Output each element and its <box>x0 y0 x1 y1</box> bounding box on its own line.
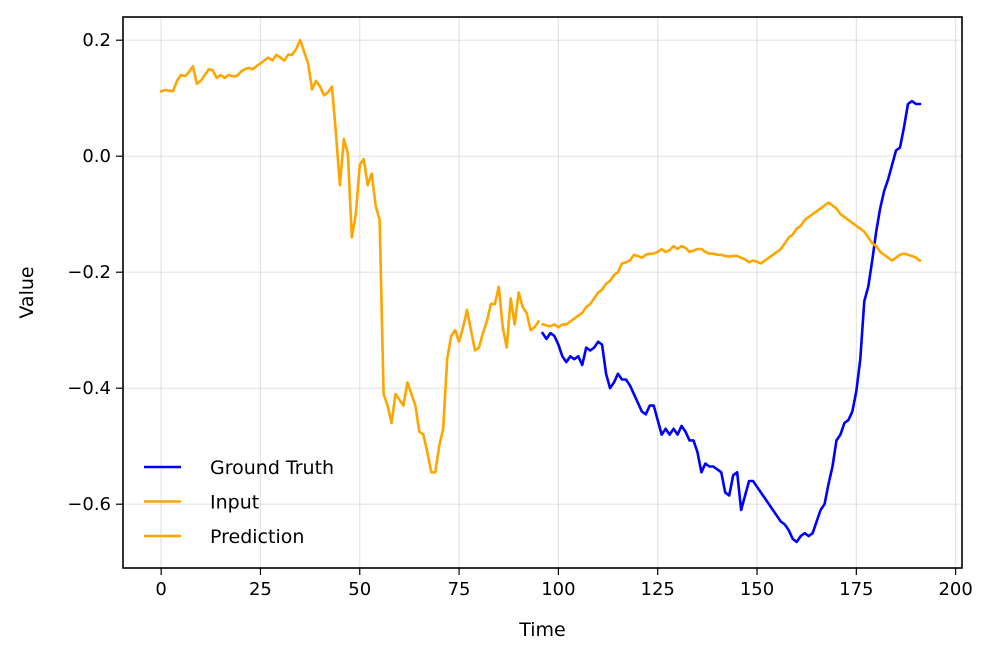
x-axis-label: Time <box>518 619 566 641</box>
x-tick-label: 175 <box>839 579 873 600</box>
y-tick-label: −0.6 <box>67 494 111 515</box>
x-tick-label: 150 <box>740 579 774 600</box>
legend-label: Ground Truth <box>210 457 334 479</box>
legend-label: Input <box>210 492 259 514</box>
series-line-0 <box>540 99 922 544</box>
y-tick-label: 0.2 <box>82 30 111 51</box>
x-tick-label: 75 <box>448 579 471 600</box>
x-tick-label: 125 <box>641 579 675 600</box>
y-tick-label: −0.4 <box>67 378 111 399</box>
grid <box>123 17 962 568</box>
y-tick-label: −0.2 <box>67 262 111 283</box>
plot-frame <box>122 16 963 569</box>
x-tick-label: 200 <box>938 579 972 600</box>
legend-label: Prediction <box>210 526 304 548</box>
series-line-1 <box>159 38 541 474</box>
x-tick-label: 0 <box>155 579 166 600</box>
x-tick-label: 50 <box>348 579 371 600</box>
y-axis-label: Value <box>16 266 38 318</box>
x-tick-label: 25 <box>249 579 272 600</box>
legend: Ground Truth Input Prediction <box>144 457 334 548</box>
series-line-2 <box>540 201 922 329</box>
axis-ticks: 0 25 50 75 100 125 150 175 200 −0.6 −0.4 −0.2 0.0 0.2 <box>67 30 973 600</box>
y-tick-label: 0.0 <box>82 146 111 167</box>
series-lines <box>159 38 922 544</box>
x-tick-label: 100 <box>541 579 575 600</box>
